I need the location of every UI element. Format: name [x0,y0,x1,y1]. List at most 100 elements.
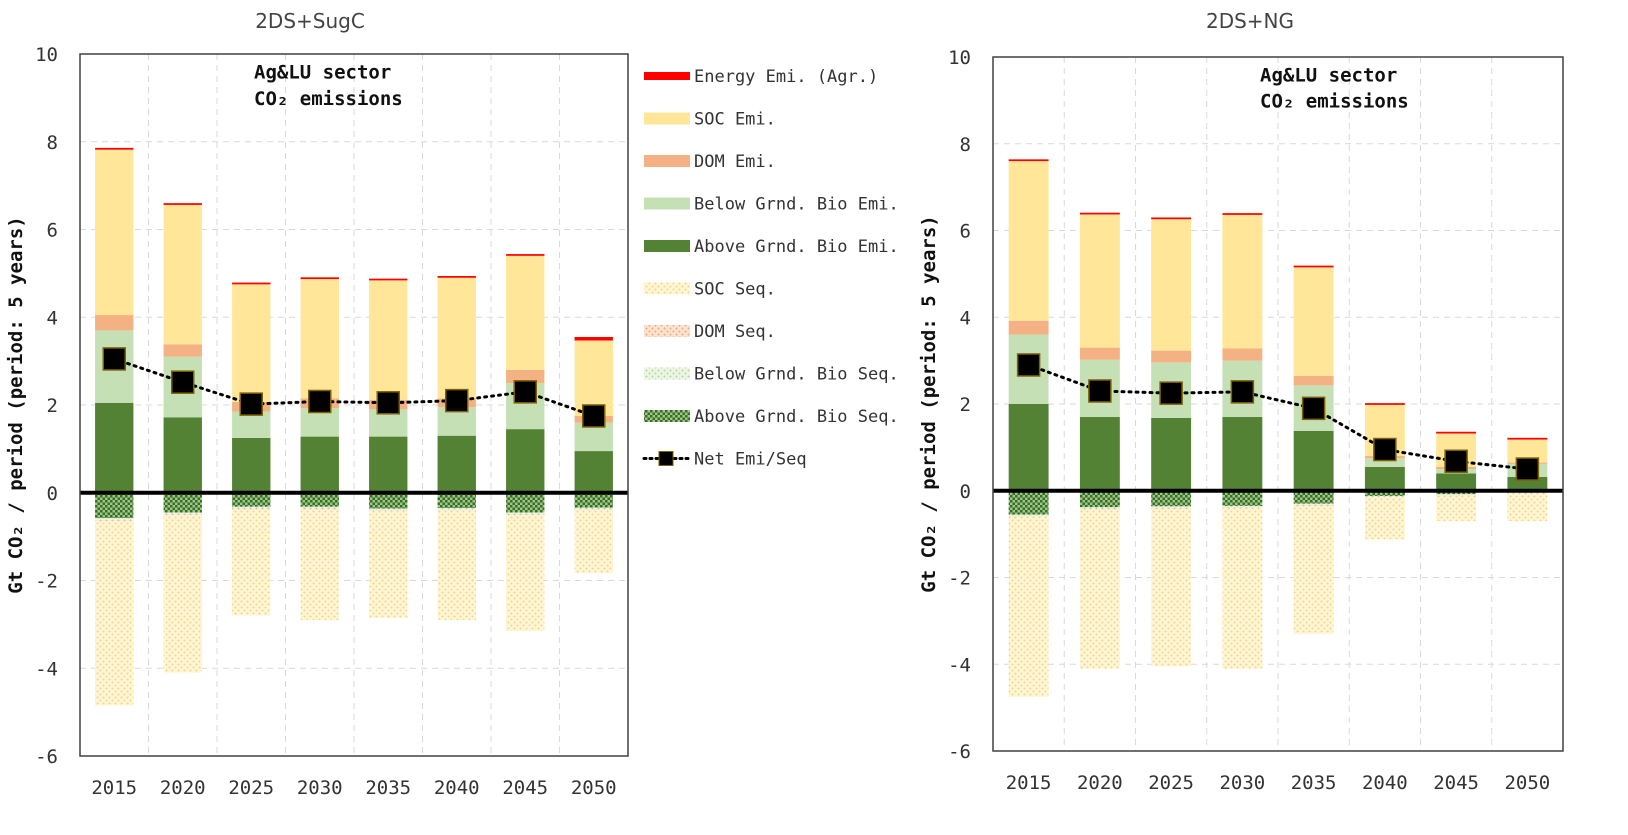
bar-segment-below-grnd-bio-seq-2015 [95,518,134,520]
bar-segment-soc-emi-2030 [1222,214,1263,349]
bar-segment-dom-emi-2035 [1293,375,1334,386]
annotation-line-2: CO₂ emissions [254,88,403,110]
x-tick-label: 2025 [1148,772,1194,794]
bar-segment-above-grnd-bio-emi-2045 [506,429,545,493]
x-tick-label: 2035 [1291,772,1337,794]
y-tick-label: 0 [960,481,971,503]
annotation-line-1: Ag&LU sector [254,62,391,84]
net-marker-2040 [445,388,469,413]
y-tick-label: 0 [47,483,58,505]
bar-segment-above-grnd-bio-emi-2040 [437,435,476,493]
x-tick-label: 2035 [365,777,411,799]
bar-segment-energy-emi-agr-2045 [1436,431,1477,434]
bar-segment-soc-seq-2030 [1222,508,1263,669]
bar-segment-soc-seq-2045 [506,515,545,631]
bar-segment-soc-seq-2050 [1507,493,1548,522]
x-tick-label: 2050 [1504,772,1550,794]
bar-segment-below-grnd-bio-seq-2020 [163,512,202,515]
bar-segment-dom-emi-2015 [1008,320,1049,335]
legend-swatch [644,325,690,337]
bar-segment-soc-seq-2040 [437,510,476,620]
bar-segment-above-grnd-bio-emi-2015 [95,402,134,493]
bar-segment-soc-emi-2030 [300,279,339,399]
bar-segment-soc-seq-2025 [232,509,271,616]
bar-segment-above-grnd-bio-seq-2030 [300,492,339,507]
bar-segment-below-grnd-bio-seq-2025 [1151,506,1192,508]
bar-segment-dom-seq-2035 [369,510,408,512]
legend-swatch [644,155,690,167]
bar-segment-below-grnd-bio-seq-2035 [1293,503,1334,506]
legend: Energy Emi. (Agr.) SOC Emi. DOM Emi. Below … [642,67,899,470]
legend-item-soc-emi: SOC Emi. [644,110,776,130]
bar-segment-dom-seq-2045 [1436,495,1477,496]
bar-segment-energy-emi-agr-2015 [1008,159,1049,162]
bar-segment-soc-seq-2040 [1364,497,1405,540]
x-tick-label: 2050 [571,777,617,799]
bar-segment-energy-emi-agr-2035 [369,278,408,281]
legend-item-below-grnd-bio-seq: Below Grnd. Bio Seq. [644,365,899,385]
chart-title: 2DS+SugC [255,9,365,33]
chart-title: 2DS+NG [1206,9,1294,33]
legend-swatch [644,112,690,125]
bar-segment-above-grnd-bio-emi-2020 [163,417,202,493]
net-marker-2035 [1301,396,1326,421]
x-tick-label: 2015 [1006,772,1052,794]
bar-segment-above-grnd-bio-seq-2045 [506,492,545,513]
net-marker-2040 [1373,437,1397,462]
bar-segment-soc-emi-2015 [1008,161,1049,321]
x-tick-label: 2040 [434,777,480,799]
bar-segment-above-grnd-bio-seq-2030 [1222,490,1263,506]
x-tick-label: 2030 [297,777,343,799]
bar-segment-below-grnd-bio-emi-2025 [232,411,271,438]
y-tick-label: -6 [948,741,971,763]
bar-segment-energy-emi-agr-2015 [95,147,134,150]
bar-segment-energy-emi-agr-2030 [1222,213,1263,215]
bar-segment-soc-emi-2015 [95,149,134,316]
net-marker-2015 [102,347,126,371]
bar-segment-above-grnd-bio-emi-2020 [1079,417,1120,491]
y-tick-label: 2 [47,395,58,417]
bar-segment-energy-emi-agr-2030 [300,277,339,280]
y-tick-label: 8 [47,132,58,154]
bar-segment-energy-emi-agr-2045 [506,254,545,256]
bar-segment-dom-emi-2015 [95,315,134,331]
bar-segment-below-grnd-bio-seq-2025 [232,506,271,509]
bar-segment-above-grnd-bio-seq-2040 [1364,490,1405,496]
x-tick-label: 2025 [228,777,274,799]
bar-segment-dom-emi-2025 [1151,350,1192,363]
bar-segment-above-grnd-bio-emi-2045 [1436,473,1477,491]
bar-segment-below-grnd-bio-seq-2045 [506,512,545,515]
bar-segment-soc-emi-2035 [369,280,408,400]
legend-label: Net Emi/Seq [694,450,807,470]
x-tick-label: 2020 [160,777,206,799]
bar-segment-soc-emi-2050 [1507,439,1548,463]
net-marker-2015 [1016,353,1041,377]
bar-segment-below-grnd-bio-seq-2050 [574,507,613,510]
bar-segment-soc-seq-2015 [95,520,134,706]
bar-segment-above-grnd-bio-seq-2035 [369,492,408,509]
bar-segment-dom-emi-2020 [1079,347,1120,360]
bar-segment-above-grnd-bio-seq-2015 [1008,490,1049,515]
bar-segment-above-grnd-bio-seq-2015 [95,492,134,519]
legend-label: SOC Seq. [694,280,776,300]
bar-segment-dom-seq-2025 [1151,507,1192,509]
net-marker-2030 [1230,380,1255,404]
bar-segment-dom-seq-2035 [1293,505,1334,506]
y-tick-label: -2 [948,568,971,590]
bar-segment-dom-seq-2050 [574,509,613,511]
bar-segment-above-grnd-bio-seq-2020 [163,492,202,513]
bar-segment-soc-emi-2025 [1151,219,1192,351]
y-tick-label: 2 [960,394,971,416]
bar-segment-above-grnd-bio-emi-2025 [232,437,271,493]
y-tick-label: -2 [35,571,58,593]
bar-segment-energy-emi-agr-2040 [1364,403,1405,405]
bar-segment-soc-emi-2040 [437,277,476,399]
net-marker-2045 [1444,449,1468,474]
net-marker-2030 [308,389,332,414]
bar-segment-soc-seq-2015 [1008,516,1049,697]
legend-marker [658,451,674,466]
net-marker-2025 [1159,381,1183,405]
bar-segment-energy-emi-agr-2025 [1151,217,1192,220]
legend-item-net-emi-seq: Net Emi/Seq [642,450,807,470]
bar-segment-above-grnd-bio-seq-2020 [1079,490,1120,508]
